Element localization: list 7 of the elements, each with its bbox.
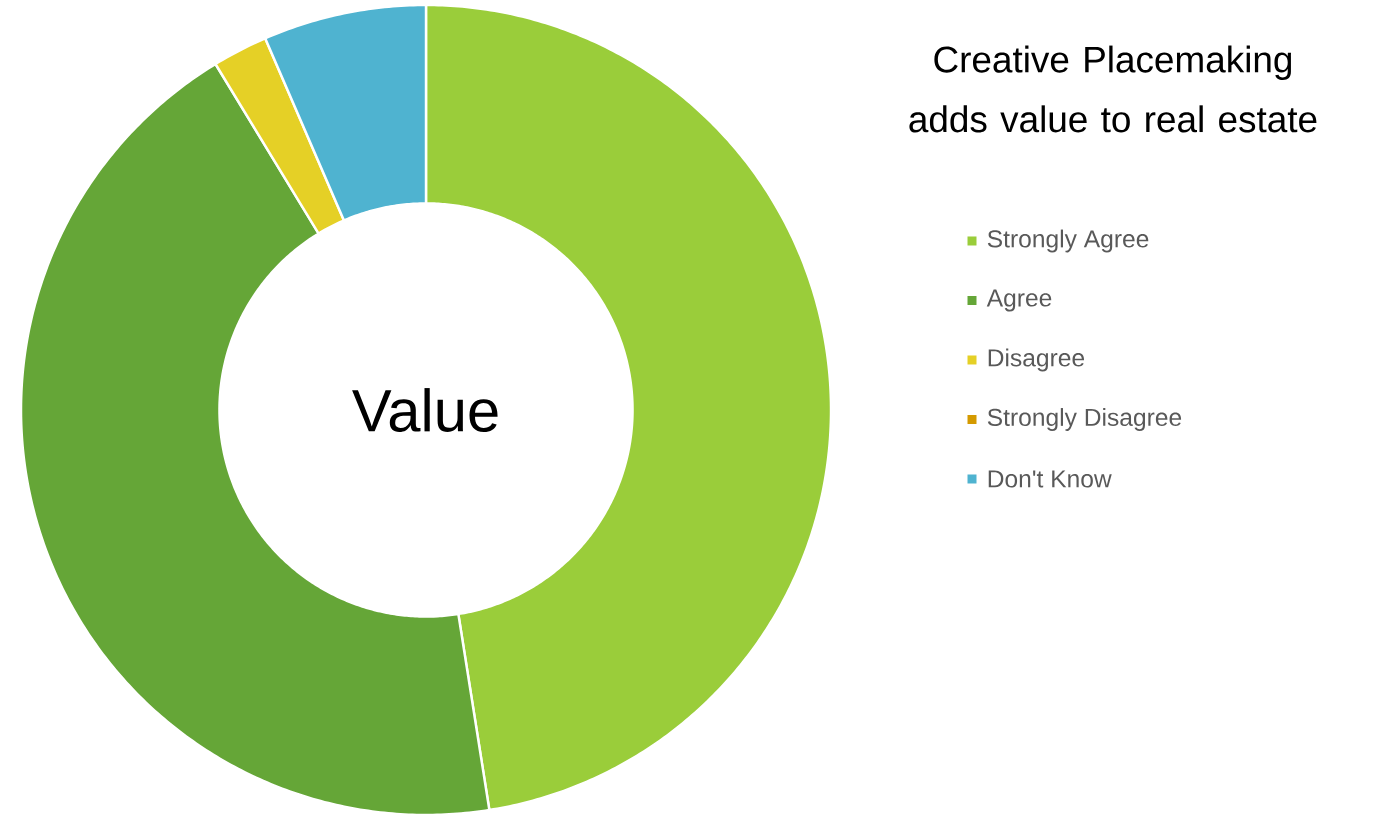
text: Creative Placemaking adds value to real estate (909, 45, 1317, 133)
legend-label: Agree (986, 289, 1052, 312)
text: Value (352, 388, 498, 432)
legend-label: Strongly Agree (987, 229, 1149, 253)
legend-label: Disagree (988, 348, 1085, 372)
legend-label: Strongly Disagree (987, 408, 1182, 431)
legend-label: Don't Know (988, 470, 1112, 488)
